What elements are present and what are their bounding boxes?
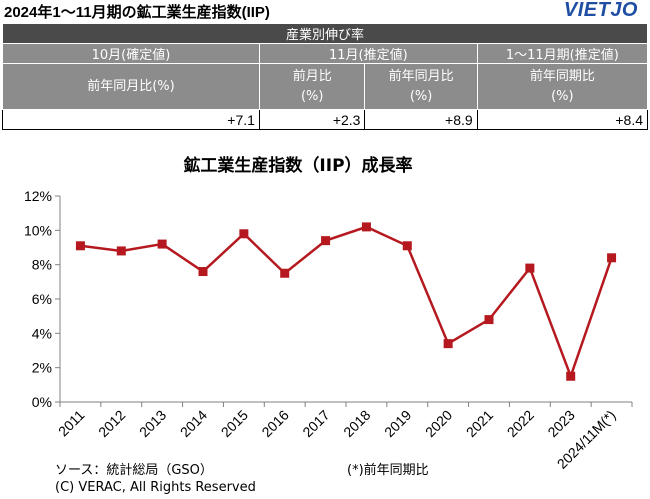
subheader-nov-yoy-unit: (%) (409, 88, 433, 104)
data-point (525, 263, 535, 273)
x-tick-label: 2013 (136, 407, 169, 440)
y-tick-label: 12% (24, 188, 52, 204)
data-point (116, 246, 126, 256)
y-tick-label: 2% (32, 360, 52, 376)
x-tick-label: 2012 (95, 407, 128, 440)
x-tick-label: 2020 (422, 407, 455, 440)
data-point (402, 241, 412, 251)
col-header-ytd: 1～11月期(推定値) (476, 43, 649, 64)
subheader-nov-yoy: 前年同月比 (%) (364, 63, 478, 110)
summary-table: 産業別伸び率 10月(確定値) 11月(推定値) 1～11月期(推定値) 前年同… (2, 23, 649, 130)
y-tick-label: 10% (24, 222, 52, 238)
vietjo-logo: VIETJO (563, 0, 638, 21)
data-point (443, 339, 453, 349)
y-tick-label: 6% (32, 291, 52, 307)
series-line (80, 225, 613, 380)
value-ytd-yoy: +8.4 (476, 109, 649, 130)
data-point (321, 236, 331, 246)
chart-area: 鉱工業生産指数（IIP）成長率 0% 2% 4% 6% 8% 10% 12% 2011 2012… (0, 148, 650, 499)
data-point (239, 229, 249, 239)
subheader-ytd-yoy-label: 前年同期比 (529, 68, 595, 84)
x-tick-label: 2022 (504, 407, 537, 440)
data-point (198, 267, 208, 277)
x-tick-label: 2021 (463, 407, 496, 440)
y-tick-label: 0% (32, 394, 52, 410)
subheader-nov-mom: 前月比 (%) (258, 63, 366, 110)
value-nov-yoy: +8.9 (364, 109, 478, 130)
x-tick-label: 2023 (544, 407, 577, 440)
x-tick-label: 2017 (299, 407, 332, 440)
value-nov-mom: +2.3 (258, 109, 366, 130)
x-tick-label: 2016 (258, 407, 291, 440)
line-chart: 鉱工業生産指数（IIP）成長率 0% 2% 4% 6% 8% 10% 12% 2011 2012… (24, 155, 633, 472)
data-point (361, 222, 371, 232)
subheader-nov-yoy-label: 前年同月比 (388, 68, 454, 84)
x-tick-label: 2014 (177, 407, 210, 440)
y-tick-label: 8% (32, 257, 52, 273)
data-point (75, 241, 85, 251)
data-point (484, 315, 494, 325)
chart-title: 鉱工業生産指数（IIP）成長率 (183, 155, 412, 176)
copyright: (C) VERAC, All Rights Reserved (55, 480, 256, 495)
data-point (280, 268, 290, 278)
value-oct-yoy: +7.1 (2, 109, 260, 130)
subheader-oct-yoy: 前年同月比(%) (2, 63, 260, 110)
subheader-ytd-yoy-unit: (%) (551, 88, 574, 104)
subheader-ytd-yoy: 前年同期比 (%) (476, 63, 649, 110)
data-point (607, 253, 617, 263)
col-header-oct: 10月(確定値) (2, 43, 260, 64)
data-point (566, 371, 576, 381)
subheader-nov-mom-unit: (%) (300, 88, 324, 104)
x-tick-label: 2018 (340, 407, 373, 440)
table-caption: 産業別伸び率 (2, 23, 648, 44)
x-tick-label: 2019 (381, 407, 414, 440)
subheader-nov-mom-label: 前月比 (292, 68, 332, 84)
data-point (157, 239, 167, 249)
x-tick-label: 2011 (55, 407, 88, 440)
x-tick-label: 2015 (218, 407, 251, 440)
footnote: (*)前年同期比 (347, 463, 429, 478)
page-title: 2024年1～11月期の鉱工業生産指数(IIP) (4, 4, 270, 21)
y-tick-label: 4% (32, 325, 52, 341)
source-note: ソース：統計総局（GSO） (55, 463, 213, 478)
col-header-nov: 11月(推定値) (258, 43, 478, 64)
